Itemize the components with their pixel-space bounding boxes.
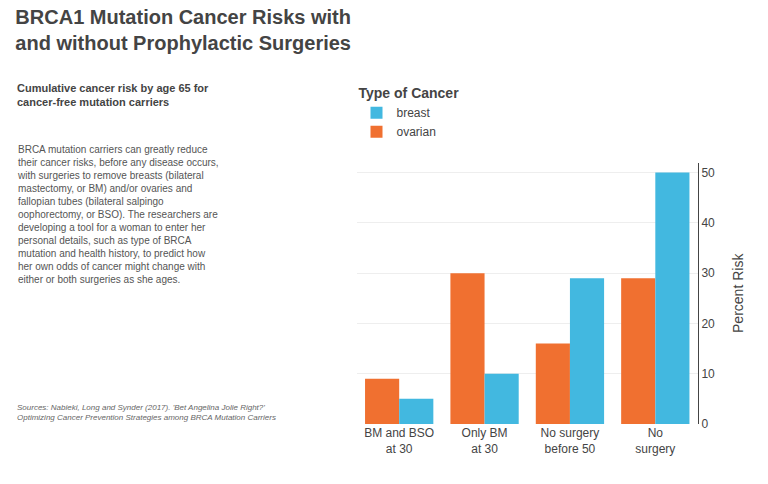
svg-text:ovarian: ovarian: [397, 125, 436, 139]
svg-text:50: 50: [701, 166, 715, 180]
svg-text:Sources: Nabieki, Long and Syn: Sources: Nabieki, Long and Synder (2017)…: [17, 403, 276, 422]
svg-text:Cumulative cancer risk by age: Cumulative cancer risk by age 65 forcanc…: [17, 82, 209, 108]
svg-text:20: 20: [701, 317, 715, 331]
svg-text:Percent Risk: Percent Risk: [730, 253, 746, 333]
svg-text:No surgerybefore 50: No surgerybefore 50: [541, 426, 600, 456]
svg-text:0: 0: [701, 417, 708, 431]
svg-text:BRCA1 Mutation Cancer Risks wi: BRCA1 Mutation Cancer Risks withand with…: [15, 6, 351, 54]
svg-text:Only BMat 30: Only BMat 30: [462, 426, 508, 456]
svg-text:breast: breast: [397, 106, 431, 120]
svg-text:Type of Cancer: Type of Cancer: [359, 85, 460, 101]
svg-text:10: 10: [701, 367, 715, 381]
svg-text:BRCA mutation carriers can gre: BRCA mutation carriers can greatly reduc…: [17, 144, 219, 285]
svg-text:30: 30: [701, 266, 715, 280]
svg-text:BM and BSOat 30: BM and BSOat 30: [364, 426, 434, 456]
svg-text:Nosurgery: Nosurgery: [635, 426, 675, 456]
svg-text:40: 40: [701, 216, 715, 230]
